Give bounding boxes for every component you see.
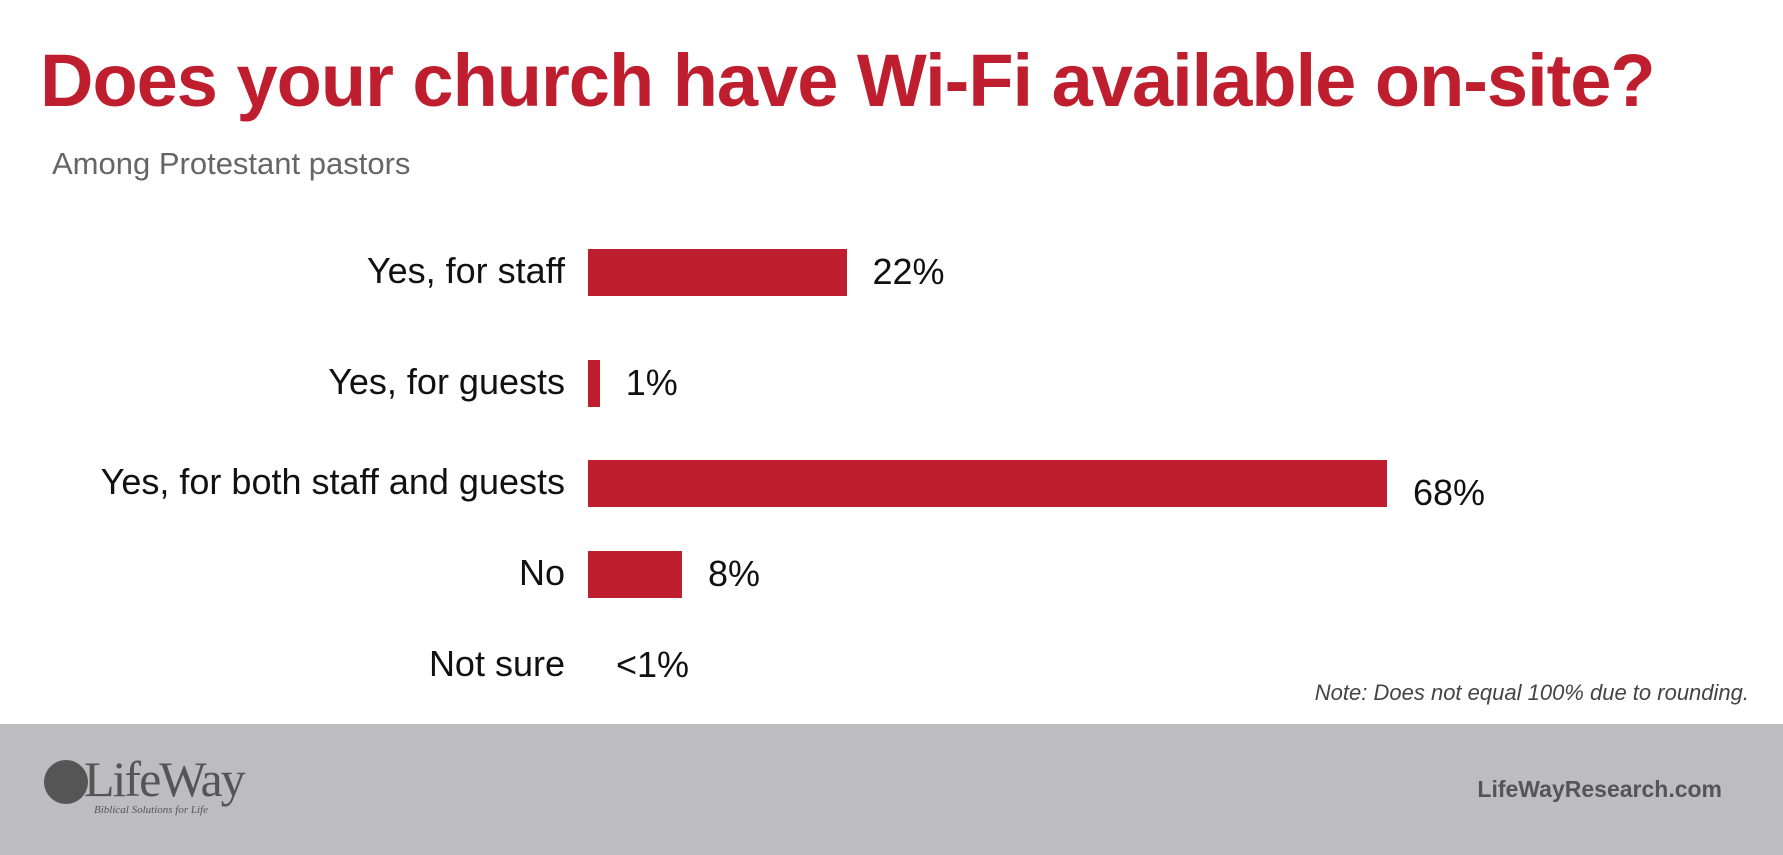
data-label: 1% <box>625 362 678 403</box>
cross-circle-icon <box>44 760 88 804</box>
lifeway-logo: LifeWay Biblical Solutions for Life <box>44 751 246 824</box>
category-label: No <box>518 552 565 593</box>
category-label: Yes, for staff <box>366 250 565 291</box>
bar <box>588 460 1387 507</box>
data-label: 22% <box>872 251 945 292</box>
chart-note: Note: Does not equal 100% due to roundin… <box>1314 680 1749 705</box>
category-label: Yes, for guests <box>328 361 565 402</box>
site-link[interactable]: LifeWayResearch.com <box>1477 776 1722 802</box>
data-label: 68% <box>1413 472 1486 513</box>
data-label: 8% <box>708 553 761 594</box>
bar <box>588 249 847 296</box>
footer: LifeWay Biblical Solutions for Life Life… <box>0 724 1783 855</box>
bar <box>588 360 600 407</box>
category-label: Not sure <box>428 643 565 684</box>
data-label: <1% <box>616 644 690 685</box>
bar <box>588 551 682 598</box>
category-label: Yes, for both staff and guests <box>100 461 565 502</box>
chart-subtitle: Among Protestant pastors <box>52 146 411 181</box>
logo-wordmark: LifeWay <box>84 751 246 807</box>
chart-title: Does your church have Wi-Fi available on… <box>40 39 1656 122</box>
logo-tagline: Biblical Solutions for Life <box>94 804 208 816</box>
